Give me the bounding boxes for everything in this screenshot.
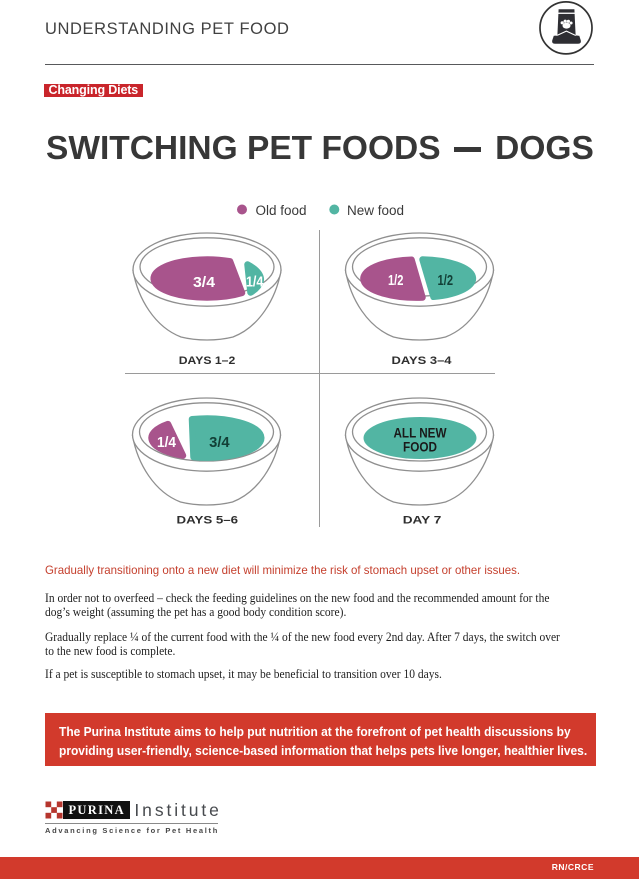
svg-text:1/2: 1/2 xyxy=(388,273,404,289)
svg-text:1/4: 1/4 xyxy=(157,435,176,451)
svg-text:DAYS 3–4: DAYS 3–4 xyxy=(392,355,453,367)
svg-text:DAY 7: DAY 7 xyxy=(403,515,442,527)
svg-text:DAYS 5–6: DAYS 5–6 xyxy=(177,515,239,527)
svg-text:1/2: 1/2 xyxy=(438,273,454,289)
svg-text:1/4: 1/4 xyxy=(246,275,264,291)
svg-text:DAYS 1–2: DAYS 1–2 xyxy=(179,355,236,367)
svg-text:FOOD: FOOD xyxy=(403,439,437,455)
svg-text:New food: New food xyxy=(347,203,404,218)
svg-text:ALL NEW: ALL NEW xyxy=(394,425,448,441)
svg-text:Old food: Old food xyxy=(256,203,307,218)
svg-text:3/4: 3/4 xyxy=(209,435,230,451)
svg-text:3/4: 3/4 xyxy=(193,275,215,291)
